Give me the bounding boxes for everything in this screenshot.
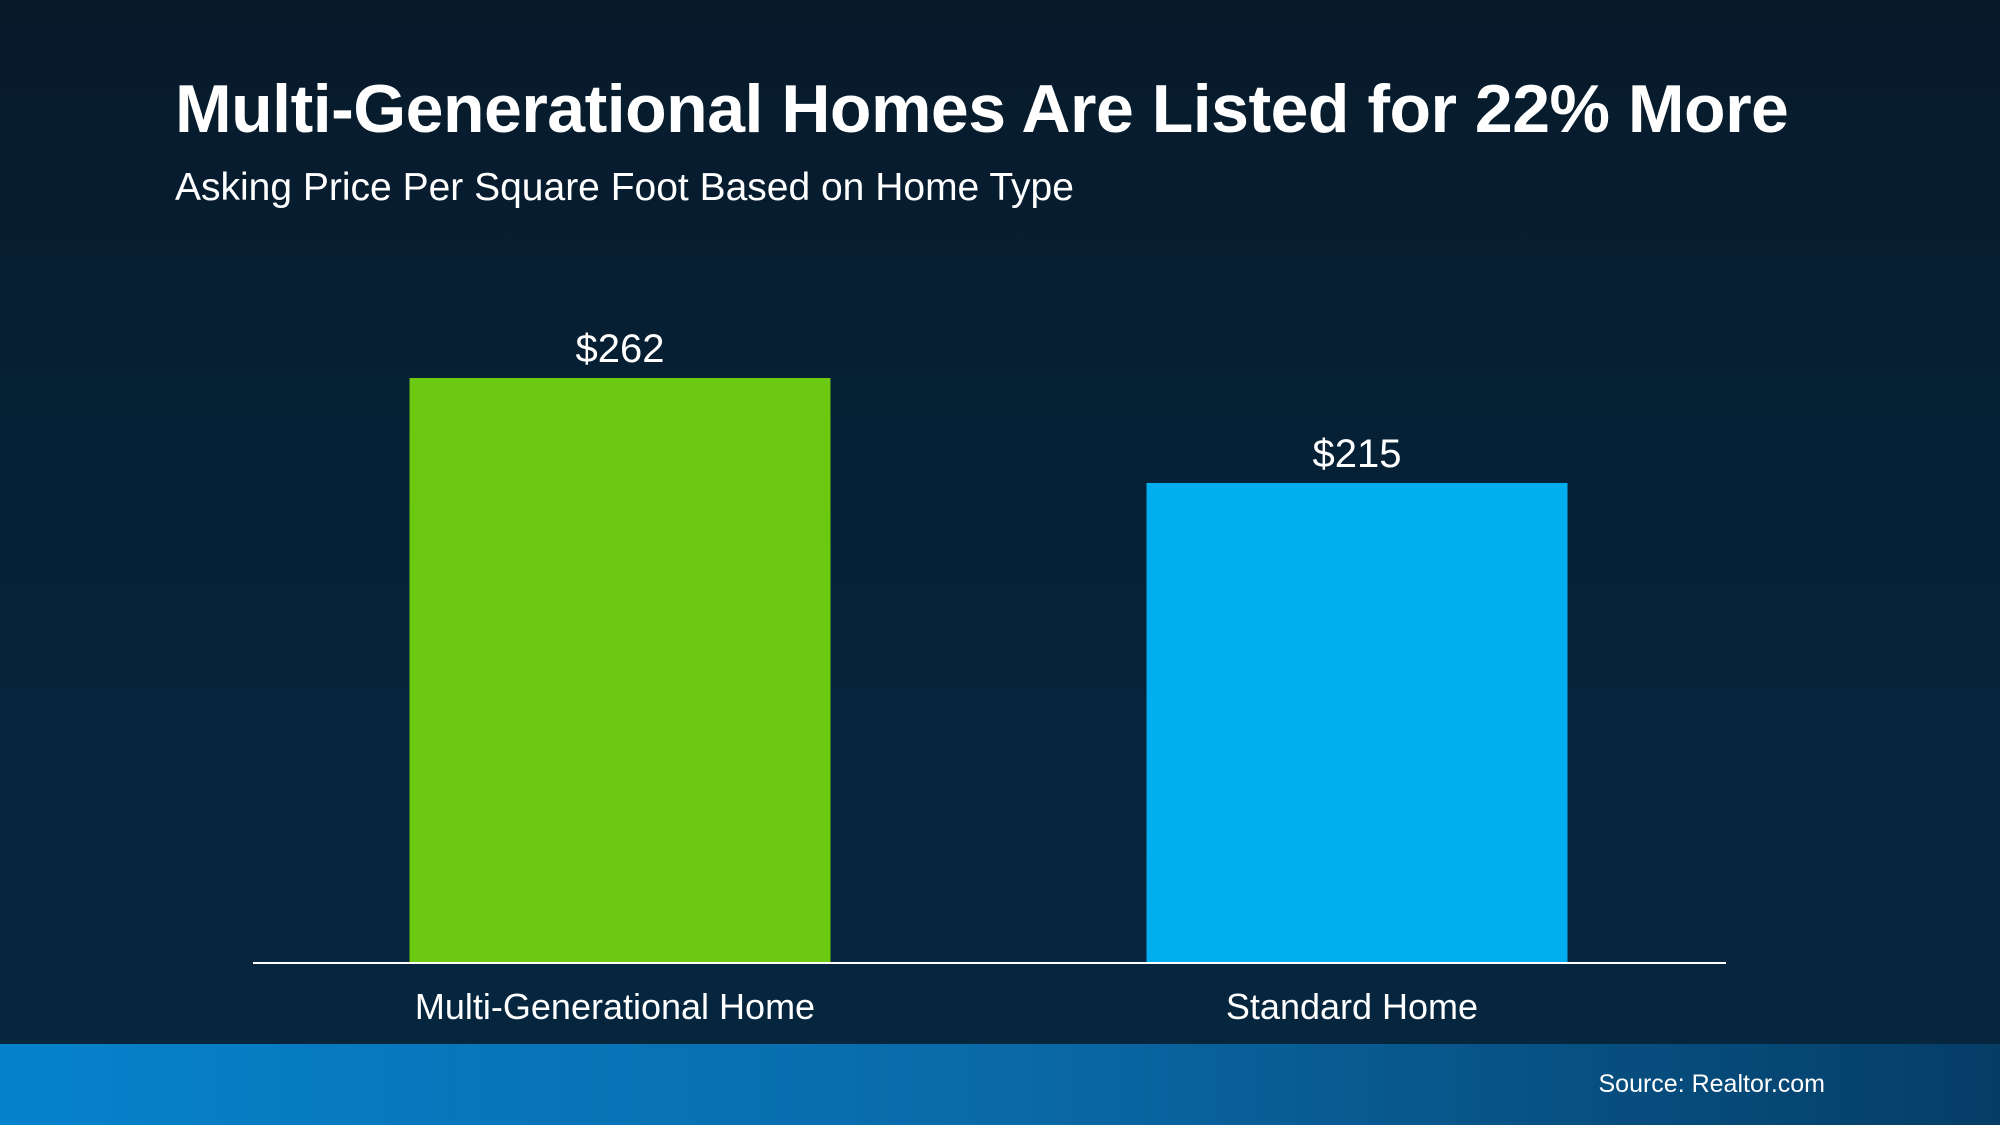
bar-1: [409, 378, 831, 963]
bar-value-label-1: $262: [576, 327, 665, 371]
source-citation: Source: Realtor.com: [1598, 1070, 1826, 1098]
chart-subtitle: Asking Price Per Square Foot Based on Ho…: [175, 166, 1074, 209]
bars-layer: $262 Multi-Generational Home $215 Standard …: [409, 327, 1568, 1027]
bar-chart: $262 Multi-Generational Home $215 Standard …: [409, 327, 1568, 1027]
chart-title: Multi-Generational Homes Are Listed for …: [175, 71, 1789, 147]
bar-2: [1146, 482, 1568, 963]
category-label-1: Multi-Generational Home: [415, 986, 815, 1027]
bar-value-label-2: $215: [1313, 432, 1402, 476]
category-label-2: Standard Home: [1226, 986, 1478, 1027]
footer-bar: Source: Realtor.com: [0, 1044, 2000, 1125]
